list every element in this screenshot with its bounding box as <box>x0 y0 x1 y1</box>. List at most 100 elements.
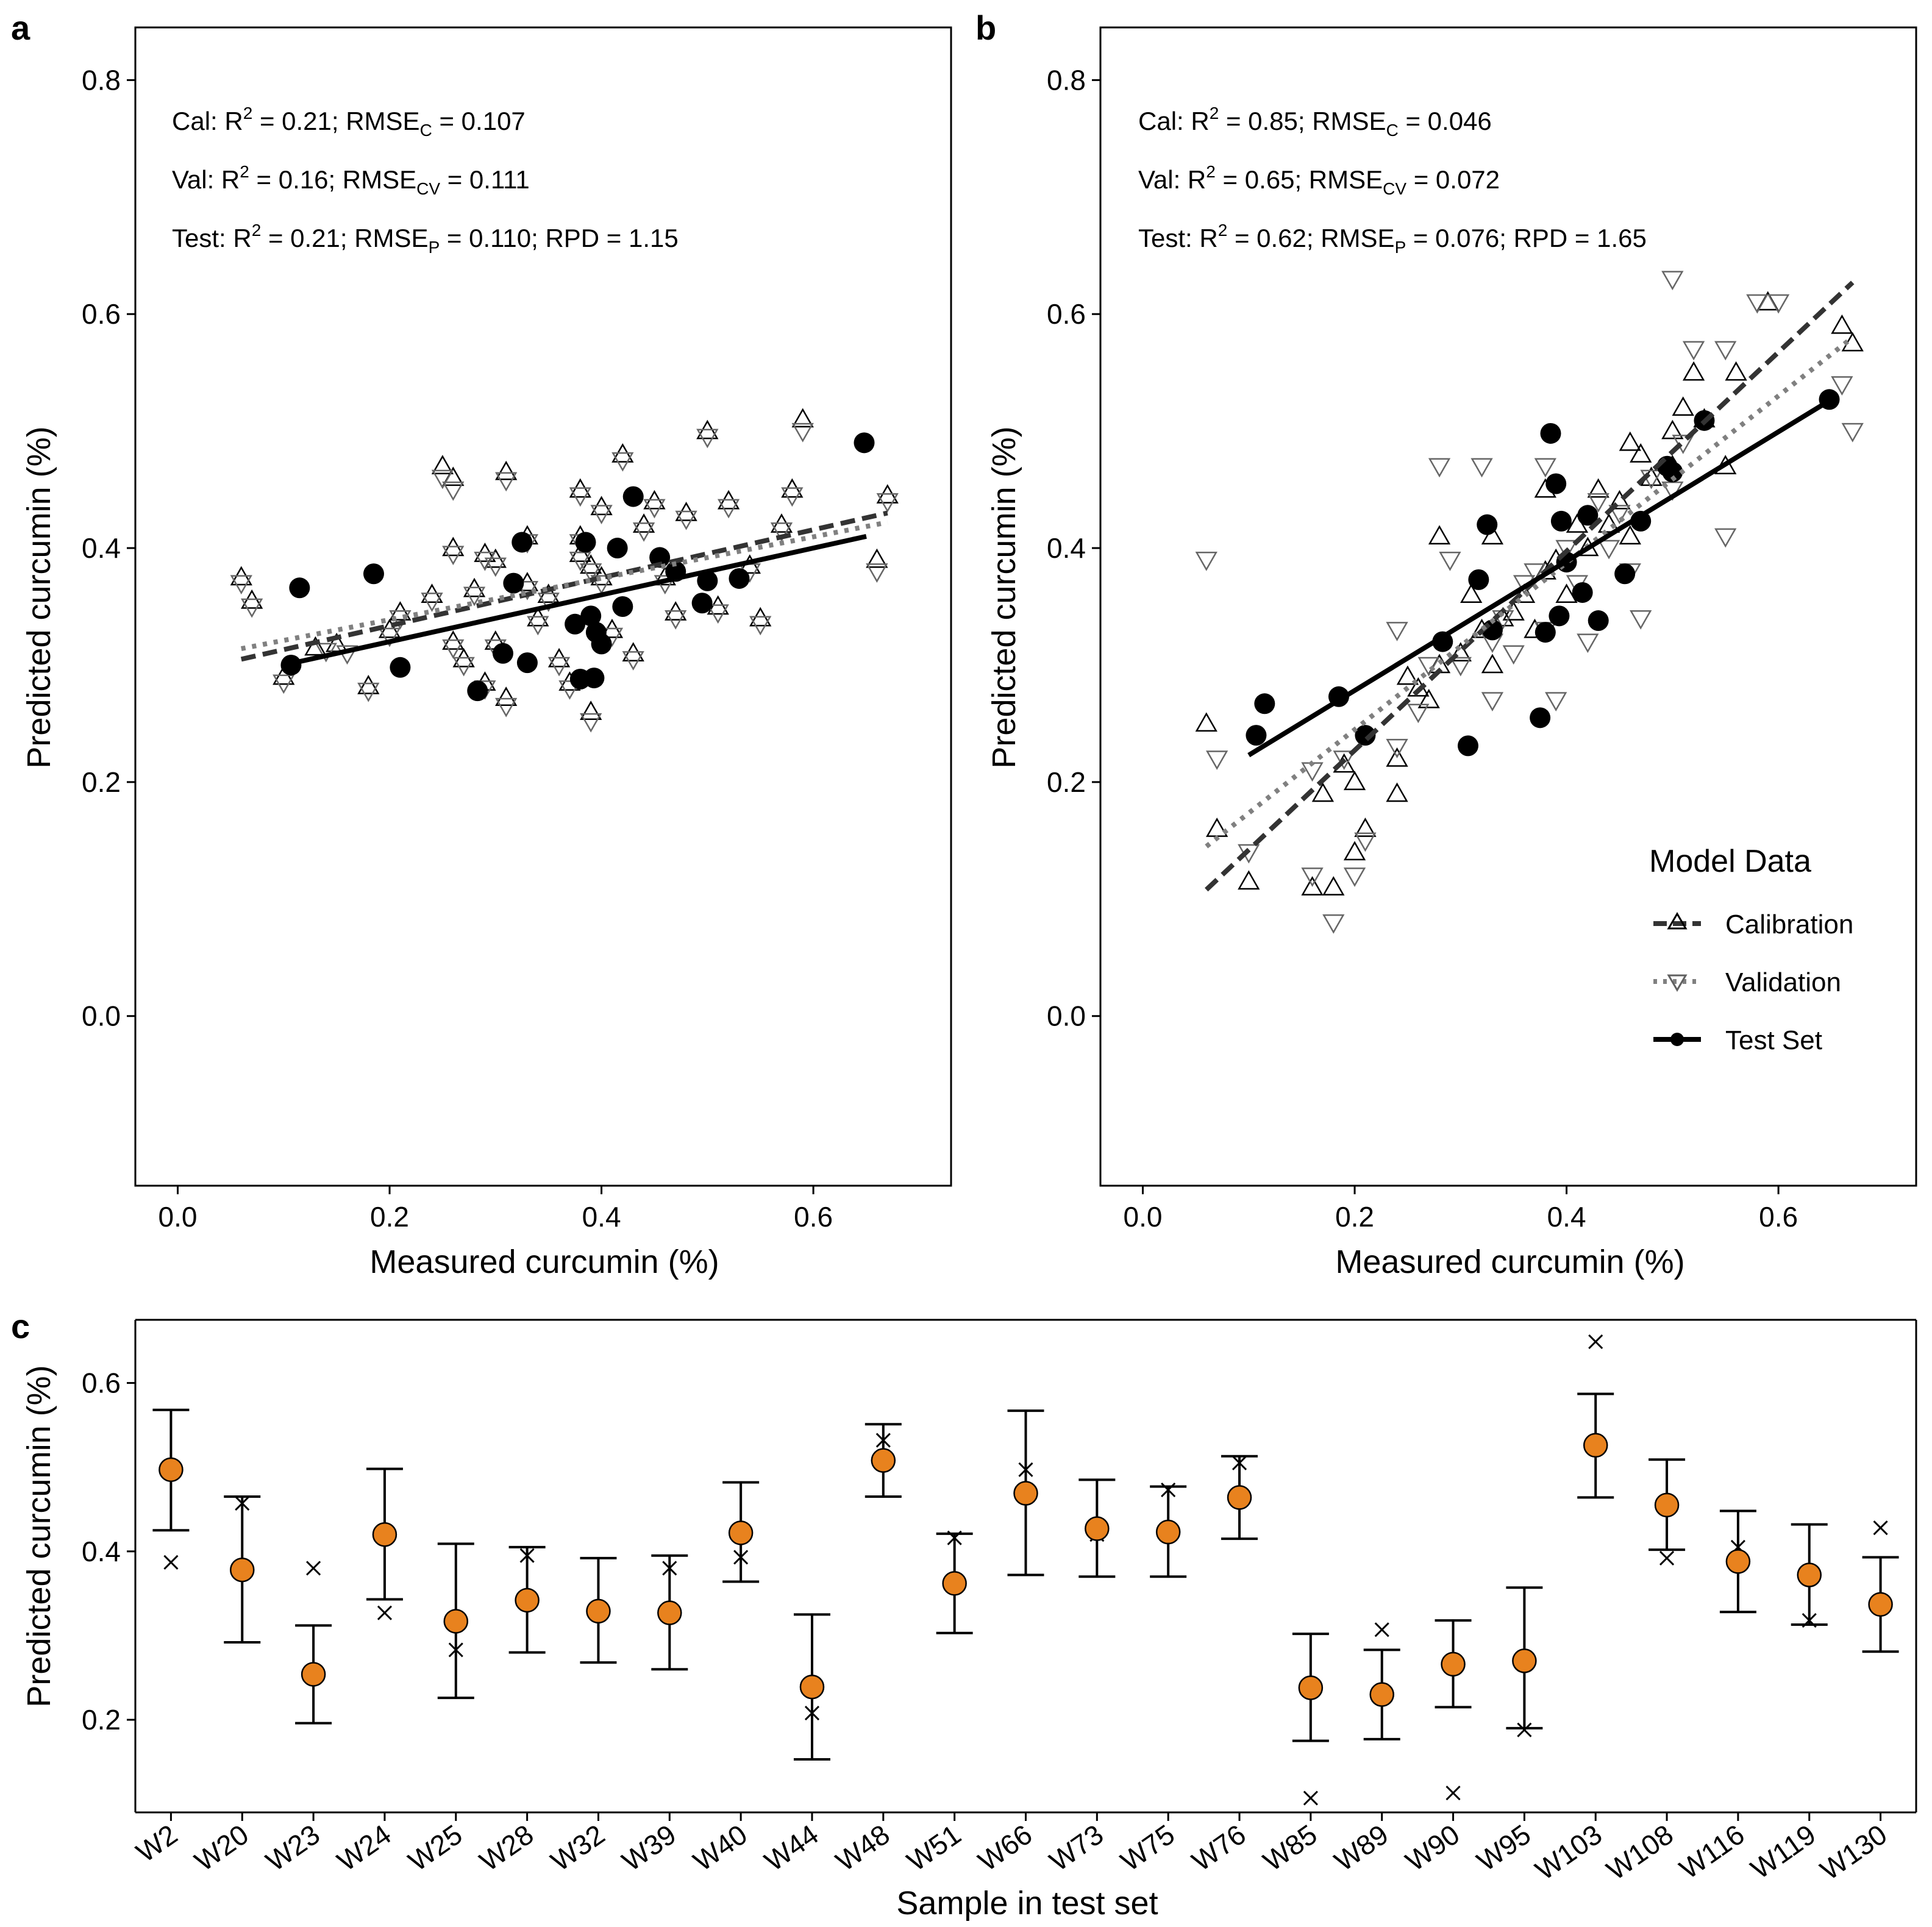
panel-c-measured-marker <box>306 1561 321 1576</box>
panel-a-y-tick-label: 0.2 <box>82 766 121 798</box>
panel-b-test-point <box>1662 461 1683 483</box>
panel-a-x-tick-label: 0.2 <box>370 1201 409 1233</box>
panel-a-validation-point <box>569 551 591 571</box>
panel-b-validation-point <box>1449 657 1472 677</box>
panel-b-test-point <box>1614 563 1636 585</box>
panel-b-calibration-point <box>1481 654 1504 674</box>
panel-c-measured-marker <box>875 1433 891 1448</box>
panel-a-validation-point <box>495 697 518 718</box>
panel-a-validation-point <box>665 610 687 630</box>
panel-a-test-point <box>691 593 713 614</box>
panel-b-calibration-point <box>1831 314 1853 334</box>
panel-b-test-point <box>1254 693 1275 714</box>
panel-b-calibration-point <box>1449 642 1472 662</box>
panel-a-validation-point <box>484 557 507 577</box>
panel-b-calibration-point <box>1195 712 1217 732</box>
panel-b-calibration-point <box>1386 747 1408 767</box>
panel-a-validation-point <box>421 593 443 612</box>
panel-c-measured-marker <box>377 1605 393 1620</box>
panel-b-validation-point <box>1534 458 1556 478</box>
panel-b-calibration-point <box>1238 870 1260 890</box>
panel-a-calibration-point <box>791 408 814 428</box>
panel-a-validation-point <box>463 586 486 607</box>
panel-b-validation-point <box>1354 832 1377 852</box>
panel-b-validation-point <box>1195 551 1217 571</box>
panel-c-predicted-point <box>1441 1651 1466 1677</box>
panel-c-predicted-point <box>1155 1519 1181 1545</box>
panel-b-validation-point <box>1481 692 1504 712</box>
panel-a-validation-point <box>273 674 295 694</box>
panel-c-predicted-point <box>515 1587 540 1613</box>
panel-a-validation-point <box>590 505 613 524</box>
panel-c-x-tick-label: W20 <box>189 1818 254 1878</box>
panel-a-validation-point <box>474 551 496 571</box>
panel-c-predicted-point <box>1369 1682 1394 1707</box>
panel-b-test-point <box>1630 510 1652 532</box>
panel-c-predicted-point <box>586 1598 611 1624</box>
panel-a-val-suffix: = 0.111 <box>440 165 530 194</box>
panel-b-test-point <box>1457 735 1478 757</box>
panel-b-validation-point <box>1587 493 1609 513</box>
panel-a-test-point <box>612 596 633 617</box>
panel-b-validation-point <box>1343 867 1366 887</box>
panel-b-calibration-point <box>1343 841 1366 861</box>
panel-c-measured-marker <box>1445 1786 1461 1801</box>
panel-b-calibration-point <box>1555 583 1578 604</box>
panel-a-validation-point <box>781 487 804 507</box>
panel-c-predicted-point <box>1583 1433 1608 1458</box>
panel-b-validation-point <box>1439 551 1461 571</box>
panel-b-letter: b <box>975 9 996 47</box>
panel-c-predicted-point <box>1298 1675 1324 1700</box>
panel-c-measured-marker <box>1303 1790 1318 1806</box>
panel-b-x-tick-label: 0.6 <box>1759 1201 1798 1233</box>
panel-a-test-point <box>591 633 612 655</box>
panel-a-validation-point <box>569 487 591 507</box>
panel-b-validation-point <box>1428 458 1451 478</box>
legend: Model Data Calibration Validation Test S… <box>1649 844 1853 1055</box>
panel-a-stats-val: Val: R2 = 0.16; RMSECV = 0.111 <box>172 162 530 198</box>
panel-c-measured-marker <box>163 1555 179 1570</box>
panel-c-x-tick-label: W116 <box>1674 1818 1750 1886</box>
panel-b-validation-point <box>1205 750 1228 771</box>
panel-a-validation-point <box>770 522 793 542</box>
panel-b-calibration-point <box>1354 817 1377 837</box>
panel-b-y-tick-label: 0.4 <box>1047 532 1086 564</box>
panel-b-val-sup: 2 <box>1206 162 1216 181</box>
panel-c-y-tick-label: 0.2 <box>82 1704 121 1736</box>
panel-b-validation-point <box>1630 610 1652 630</box>
panel-c-x-tick-label: W95 <box>1471 1818 1536 1878</box>
panel-a-val-sub: CV <box>416 179 440 198</box>
panel-c-x-tick-label: W130 <box>1814 1818 1892 1887</box>
panel-b-cal-mid: = 0.85; RMSE <box>1219 107 1386 135</box>
panel-a-validation-point <box>643 499 666 519</box>
panel-a-y-tick-label: 0.6 <box>82 298 121 330</box>
panel-b-test-point <box>1545 473 1567 494</box>
panel-c-measured-marker <box>804 1705 820 1721</box>
panel-c-predicted-point <box>1085 1516 1110 1541</box>
panel-c-x-tick-label: W25 <box>402 1818 468 1878</box>
panel-b-validation-point <box>1661 271 1684 291</box>
panel-b-validation-point <box>1386 622 1408 641</box>
panel-a-validation-point <box>537 593 560 612</box>
panel-b-validation-point <box>1301 867 1324 887</box>
panel-c-measured-marker <box>1517 1722 1532 1737</box>
panel-b-validation-point <box>1470 458 1493 478</box>
panel-a-val-mid: = 0.16; RMSE <box>249 165 416 194</box>
panel-b-y-tick-label: 0.0 <box>1047 1000 1086 1032</box>
panel-b-calibration-point <box>1619 525 1641 545</box>
panel-c-y-axis-title: Predicted curcumin (%) <box>21 1365 57 1707</box>
panel-c-predicted-point <box>1868 1592 1893 1617</box>
legend-entry-validation: Validation <box>1653 967 1841 997</box>
panel-c-predicted-point <box>301 1662 326 1687</box>
legend-test-marker <box>1670 1033 1684 1046</box>
panel-a-validation-point <box>622 651 644 671</box>
panel-c-x-tick-label: W44 <box>758 1818 824 1878</box>
panel-a-validation-point <box>527 616 549 636</box>
panel-a-test-point <box>516 652 538 674</box>
panel-a-test-point <box>492 643 513 664</box>
panel-c-x-tick-label: W73 <box>1044 1818 1109 1878</box>
panel-c-measured-marker <box>1802 1613 1817 1628</box>
panel-c-x-tick-label: W75 <box>1115 1818 1180 1878</box>
panel-c-predicted-point <box>1512 1648 1537 1673</box>
panel-b-calibration-point <box>1619 431 1641 451</box>
